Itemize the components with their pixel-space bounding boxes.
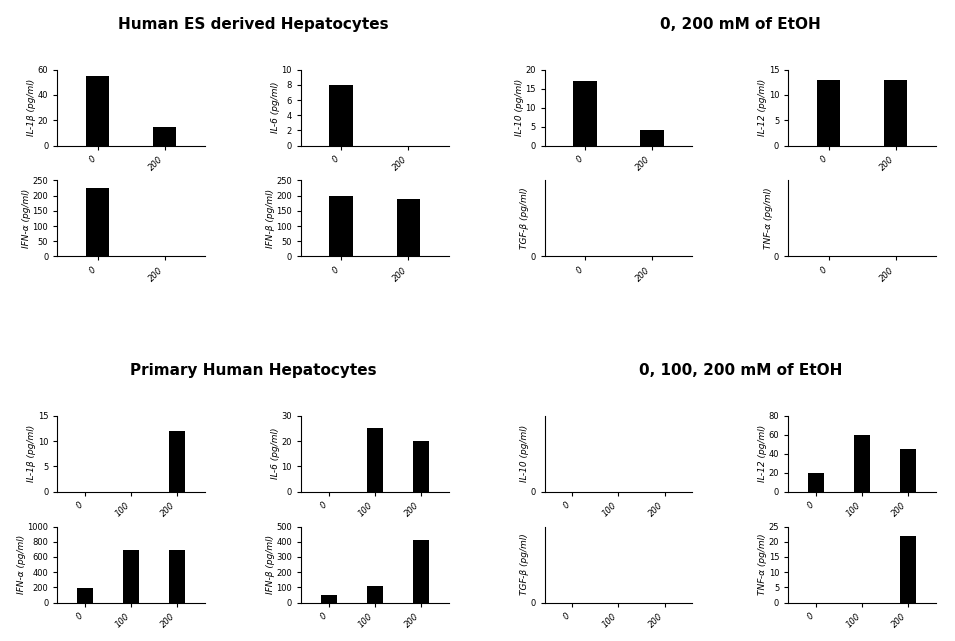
Bar — [817, 79, 840, 146]
Bar — [329, 85, 353, 146]
Y-axis label: IFN-α (pg/ml): IFN-α (pg/ml) — [22, 189, 32, 248]
Text: 0, 200 mM of EtOH: 0, 200 mM of EtOH — [660, 17, 820, 32]
Bar — [77, 588, 93, 603]
Y-axis label: IL-6 (pg/ml): IL-6 (pg/ml) — [271, 82, 280, 133]
Bar — [169, 431, 185, 492]
Bar — [901, 536, 916, 603]
Text: Human ES derived Hepatocytes: Human ES derived Hepatocytes — [117, 17, 389, 32]
Text: 0, 100, 200 mM of EtOH: 0, 100, 200 mM of EtOH — [639, 363, 842, 378]
Bar — [367, 586, 383, 603]
Bar — [573, 81, 597, 146]
Y-axis label: IL-6 (pg/ml): IL-6 (pg/ml) — [271, 428, 280, 479]
Y-axis label: TGF-β (pg/ml): TGF-β (pg/ml) — [520, 534, 529, 595]
Y-axis label: IL-12 (pg/ml): IL-12 (pg/ml) — [758, 425, 767, 483]
Bar — [123, 550, 139, 603]
Bar — [884, 79, 907, 146]
Bar — [367, 428, 383, 492]
Bar — [413, 540, 429, 603]
Bar — [169, 550, 185, 603]
Y-axis label: IL-10 (pg/ml): IL-10 (pg/ml) — [520, 425, 529, 483]
Y-axis label: TNF-α (pg/ml): TNF-α (pg/ml) — [758, 534, 767, 595]
Y-axis label: IL-1β (pg/ml): IL-1β (pg/ml) — [28, 79, 36, 137]
Y-axis label: IFN-α (pg/ml): IFN-α (pg/ml) — [17, 535, 26, 594]
Y-axis label: IL-12 (pg/ml): IL-12 (pg/ml) — [758, 79, 767, 137]
Y-axis label: TNF-α (pg/ml): TNF-α (pg/ml) — [764, 188, 773, 249]
Bar — [396, 199, 420, 256]
Bar — [854, 435, 870, 492]
Y-axis label: TGF-β (pg/ml): TGF-β (pg/ml) — [520, 188, 529, 249]
Bar — [321, 595, 337, 603]
Bar — [640, 130, 664, 146]
Y-axis label: IFN-β (pg/ml): IFN-β (pg/ml) — [265, 189, 275, 248]
Y-axis label: IL-1β (pg/ml): IL-1β (pg/ml) — [28, 425, 36, 483]
Bar — [808, 472, 824, 492]
Text: Primary Human Hepatocytes: Primary Human Hepatocytes — [130, 363, 376, 378]
Bar — [329, 196, 353, 256]
Bar — [86, 188, 109, 256]
Bar — [413, 441, 429, 492]
Bar — [86, 76, 109, 146]
Bar — [153, 126, 177, 146]
Y-axis label: IFN-β (pg/ml): IFN-β (pg/ml) — [265, 535, 275, 594]
Y-axis label: IL-10 (pg/ml): IL-10 (pg/ml) — [515, 79, 523, 137]
Bar — [901, 449, 916, 492]
